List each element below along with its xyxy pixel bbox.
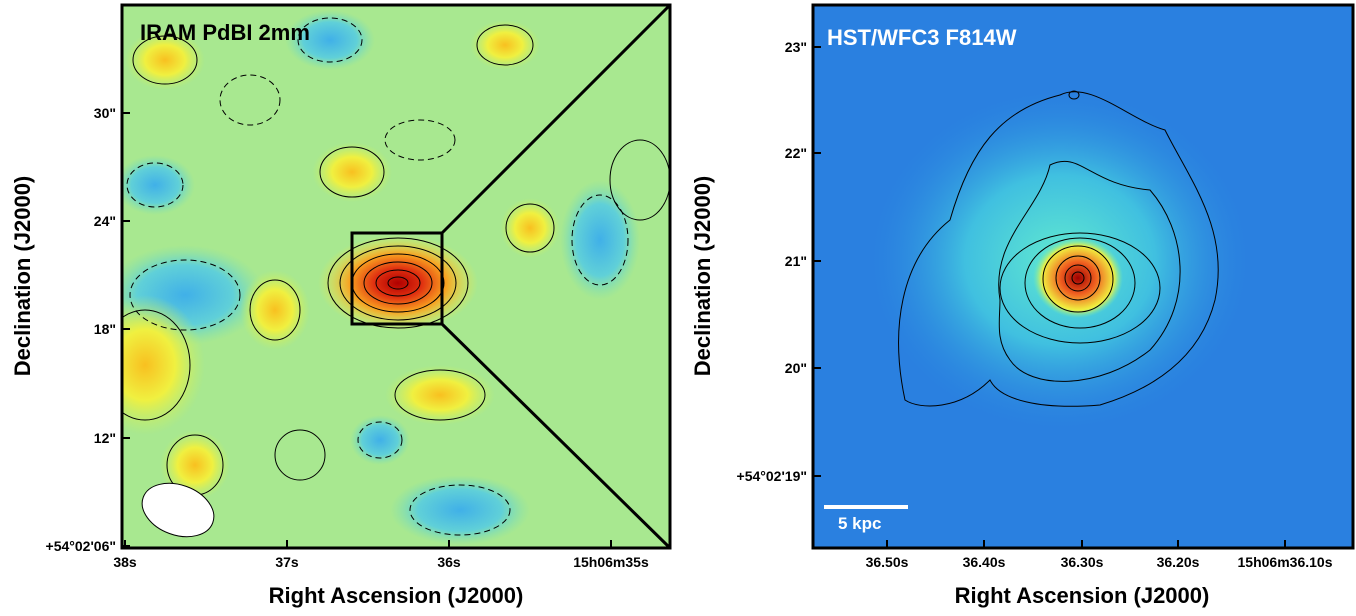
x-axis-label: Right Ascension (J2000)	[955, 583, 1210, 608]
y-tick-label: 12"	[94, 430, 116, 446]
x-tick-label: 36.50s	[866, 554, 909, 570]
y-tick-label: 22"	[785, 145, 807, 161]
zoom-box	[350, 231, 444, 326]
y-tick-label: 18"	[94, 321, 116, 337]
image	[813, 5, 1353, 548]
x-tick-label: 36s	[437, 554, 461, 570]
y-tick-label: 23"	[785, 39, 807, 55]
panel-title: HST/WFC3 F814W	[827, 25, 1017, 50]
x-tick-label: 36.20s	[1157, 554, 1200, 570]
x-tick-label: 37s	[275, 554, 299, 570]
y-tick-label: 24"	[94, 213, 116, 229]
scale-bar-label: 5 kpc	[838, 514, 881, 533]
panel-title: IRAM PdBI 2mm	[140, 20, 310, 45]
zoom-line	[440, 322, 672, 550]
zoom-line	[440, 3, 672, 235]
x-tick-label: 15h06m35s	[573, 554, 649, 570]
x-tick-label: 15h06m36.10s	[1238, 554, 1333, 570]
x-axis-label: Right Ascension (J2000)	[269, 583, 524, 608]
x-tick-label: 38s	[113, 554, 137, 570]
ticks: 30" 24" 18" 12" +54°02'06"38s 37s 36s 15h06m35s…	[46, 39, 1333, 570]
x-tick-label: 36.40s	[963, 554, 1006, 570]
y-tick-label: 20"	[785, 360, 807, 376]
x-tick-label: 36.30s	[1061, 554, 1104, 570]
left-frame	[120, 3, 672, 550]
y-tick-label: +54°02'19"	[737, 468, 807, 484]
y-tick-label: 30"	[94, 105, 116, 121]
y-tick-label: 21"	[785, 253, 807, 269]
y-axis-label: Declination (J2000)	[690, 176, 715, 377]
y-axis-label: Declination (J2000)	[10, 176, 35, 377]
y-tick-label: +54°02'06"	[46, 538, 116, 554]
beam	[141, 482, 215, 538]
map-image	[122, 5, 670, 548]
